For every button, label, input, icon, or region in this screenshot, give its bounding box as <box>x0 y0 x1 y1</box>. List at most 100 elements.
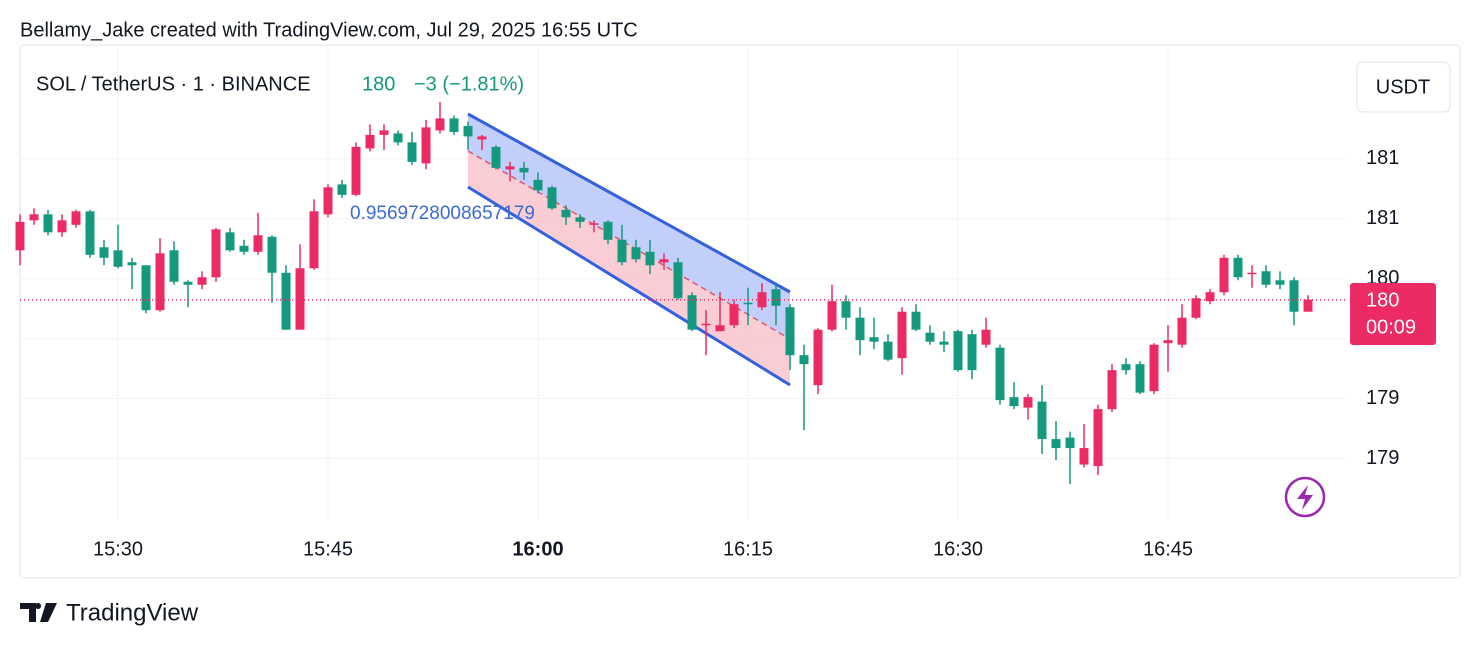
candle-body <box>463 125 473 137</box>
candle-body <box>1023 397 1033 408</box>
candle-body <box>351 146 361 195</box>
x-tick-label: 16:30 <box>933 538 983 560</box>
candle-body <box>197 277 207 285</box>
candle-body <box>743 302 753 305</box>
candle-body <box>183 281 193 285</box>
x-tick-label: 16:15 <box>723 538 773 560</box>
candle-body <box>99 247 109 258</box>
candle-body <box>309 211 319 269</box>
x-tick-label: 15:30 <box>93 538 143 560</box>
candle-body <box>337 184 347 195</box>
currency-button[interactable] <box>1356 61 1451 113</box>
candle-body <box>869 337 879 342</box>
x-tick-label: 16:00 <box>512 538 563 560</box>
candle-body <box>169 250 179 282</box>
candle-body <box>561 209 571 218</box>
candle-body <box>1233 257 1243 278</box>
candle-body <box>645 251 655 266</box>
y-tick-label: 179 <box>1366 447 1399 469</box>
candle-body <box>141 265 151 311</box>
channel-upper-fill <box>468 114 790 339</box>
candle-body <box>127 262 137 266</box>
x-tick-label: 16:45 <box>1143 538 1193 560</box>
candle-body <box>883 341 893 360</box>
candle-body <box>211 229 221 278</box>
candle-body <box>911 311 921 330</box>
candle-body <box>239 245 249 252</box>
candle-body <box>1093 409 1103 467</box>
candle-body <box>1149 344 1159 392</box>
candle-body <box>757 292 767 308</box>
candle-body <box>71 211 81 225</box>
candle-body <box>813 329 823 386</box>
parallel-channel <box>467 112 791 387</box>
candle-body <box>379 130 389 135</box>
candle-body <box>547 187 557 209</box>
candle-body <box>673 262 683 299</box>
candle-body <box>827 301 837 330</box>
candle-body <box>1289 280 1299 312</box>
alert-icon[interactable] <box>1284 476 1326 518</box>
candle-body <box>323 187 333 215</box>
candle-body <box>785 307 795 356</box>
candle-body <box>533 179 543 191</box>
candle-body <box>43 214 53 233</box>
candle-body <box>57 220 67 233</box>
candle-body <box>435 118 445 131</box>
candle-body <box>729 304 739 326</box>
candle-body <box>855 317 865 341</box>
header: Bellamy_Jake created with TradingView.co… <box>20 19 638 41</box>
candle-body <box>449 118 459 132</box>
y-tick-label: 181 <box>1366 147 1399 169</box>
candle-body <box>155 253 165 311</box>
footer: TradingView <box>66 599 199 626</box>
candle-body <box>491 146 501 168</box>
candle-body <box>1219 257 1229 293</box>
candle-body <box>85 211 95 255</box>
candle-body <box>1135 364 1145 393</box>
price-tag-value: 180 <box>1366 289 1399 311</box>
candle-body <box>1037 401 1047 440</box>
candle-body <box>575 217 585 222</box>
y-tick-label: 179 <box>1366 387 1399 409</box>
price-tag-box <box>1350 283 1436 345</box>
candle-body <box>267 236 277 273</box>
candle-body <box>1303 299 1313 312</box>
candle-body <box>225 232 235 251</box>
candle-body <box>1205 292 1215 302</box>
currency[interactable]: USDT <box>1376 76 1430 98</box>
candle-body <box>281 272 291 330</box>
candle-body <box>407 142 417 162</box>
candle-body <box>953 331 963 371</box>
candle-body <box>505 166 515 170</box>
candle-body <box>253 235 263 252</box>
candle-body <box>1191 298 1201 318</box>
change: −3 (−1.81%) <box>414 73 524 95</box>
candle-body <box>701 323 711 326</box>
channel-lower-fill <box>468 151 790 385</box>
candle-body <box>1275 280 1285 285</box>
candle-body <box>1177 317 1187 345</box>
candle-body <box>841 301 851 318</box>
candle-body <box>771 289 781 306</box>
candle-body <box>29 214 39 221</box>
candle-body <box>113 250 123 267</box>
candle-body <box>799 355 809 365</box>
last-price: 180 <box>362 73 395 95</box>
candle-body <box>1121 364 1131 371</box>
candle-body <box>603 221 613 240</box>
candle-body <box>15 221 25 251</box>
candle-body <box>981 329 991 345</box>
candle-body <box>967 334 977 371</box>
channel-bottom <box>467 185 791 387</box>
candle-body <box>687 295 697 330</box>
candle-body <box>589 223 599 225</box>
candle-body <box>1107 370 1117 410</box>
candle-body <box>1051 439 1061 449</box>
candle-body <box>659 259 669 263</box>
y-tick-label: 181 <box>1366 207 1399 229</box>
channel-label: 0.9569728008657179 <box>350 203 535 224</box>
candle-body <box>393 133 403 143</box>
